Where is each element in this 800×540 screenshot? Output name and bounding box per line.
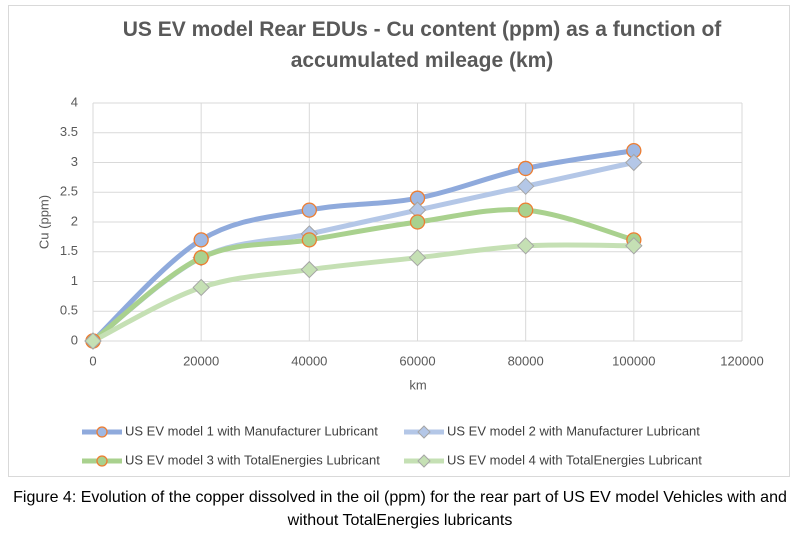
legend-swatch-marker — [417, 425, 431, 439]
marker — [193, 232, 209, 248]
y-tick-label: 0 — [71, 332, 78, 347]
y-tick-label: 1 — [71, 273, 78, 288]
marker — [516, 237, 535, 255]
chart-title: US EV model Rear EDUs - Cu content (ppm)… — [122, 18, 722, 72]
x-tick-label: 60000 — [399, 353, 435, 368]
y-tick-label: 2.5 — [60, 184, 78, 199]
legend-swatch-marker — [96, 426, 108, 438]
figure-caption: Figure 4: Evolution of the copper dissol… — [13, 489, 787, 529]
x-axis-title: km — [409, 377, 426, 392]
x-tick-label: 80000 — [508, 353, 544, 368]
y-tick-label: 2 — [71, 213, 78, 228]
y-tick-label: 1.5 — [60, 243, 78, 258]
x-tick-label: 20000 — [183, 353, 219, 368]
y-tick-label: 3 — [71, 154, 78, 169]
legend-label: US EV model 2 with Manufacturer Lubrican… — [447, 423, 700, 438]
y-tick-label: 0.5 — [60, 303, 78, 318]
series-line — [90, 242, 637, 344]
y-tick-label: 3.5 — [60, 124, 78, 139]
marker — [518, 160, 534, 177]
x-tick-label: 120000 — [720, 353, 763, 368]
marker — [625, 153, 643, 172]
marker — [193, 250, 209, 266]
marker — [516, 177, 535, 196]
marker — [84, 332, 102, 350]
marker — [301, 232, 317, 248]
series-line — [90, 148, 637, 344]
marker — [301, 202, 317, 218]
marker — [625, 237, 643, 255]
x-tick-label: 0 — [89, 353, 96, 368]
x-tick-label: 100000 — [612, 353, 655, 368]
marker — [518, 202, 534, 218]
legend-label: US EV model 1 with Manufacturer Lubrican… — [125, 423, 378, 438]
legend-swatch-marker — [417, 454, 431, 468]
marker — [408, 248, 427, 267]
x-tick-label: 40000 — [291, 353, 327, 368]
marker — [409, 214, 426, 230]
legend: US EV model 1 with Manufacturer Lubrican… — [82, 423, 702, 468]
y-axis-title: Cu (ppm) — [36, 195, 51, 249]
series-line — [90, 207, 637, 344]
chart-frame — [8, 5, 790, 477]
legend-swatch-marker — [96, 455, 108, 467]
marker — [300, 260, 319, 279]
legend-label: US EV model 3 with TotalEnergies Lubrica… — [125, 452, 380, 467]
y-tick-label: 4 — [71, 94, 78, 109]
legend-label: US EV model 4 with TotalEnergies Lubrica… — [447, 452, 702, 467]
marker — [192, 278, 210, 297]
